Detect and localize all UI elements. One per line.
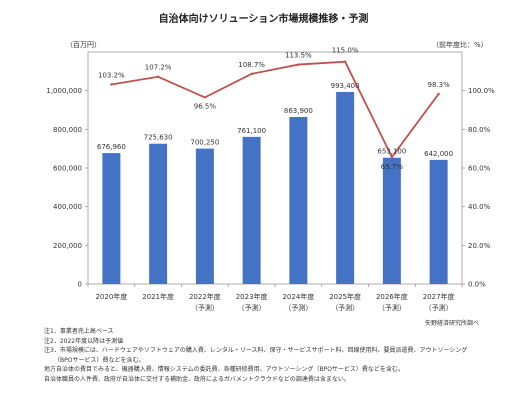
growth-point xyxy=(437,92,440,96)
growth-point xyxy=(110,83,113,86)
x-tick-label: 2027年度 xyxy=(423,292,455,301)
y-tick-label: 800,000 xyxy=(53,126,82,134)
line-value-label: 108.7% xyxy=(238,61,265,69)
x-tick-label: 2025年度 xyxy=(329,292,361,301)
bar xyxy=(195,148,214,284)
x-tick-label: 2021年度 xyxy=(142,292,174,301)
bar xyxy=(149,143,168,284)
growth-point xyxy=(343,60,347,63)
source-note: 矢野経済研究所調べ xyxy=(424,320,479,327)
growth-point xyxy=(203,96,207,99)
y-tick-label: 1,000,000 xyxy=(46,87,82,95)
line-value-label: 107.2% xyxy=(145,64,172,72)
note-3-cont: （BPOサービス）費などを含む。 xyxy=(54,356,145,364)
y2-tick-label: 60.0% xyxy=(468,165,491,173)
growth-line xyxy=(111,60,440,159)
y2-tick-label: 20.0% xyxy=(468,242,491,250)
growth-point xyxy=(250,72,253,76)
y2-tick-label: 40.0% xyxy=(468,203,491,211)
note-5: 自治体職員の人件費、政府が自治体に交付する補助金、政府によるガバメントクラウドな… xyxy=(44,375,350,383)
x-tick-sublabel: （予測） xyxy=(284,303,312,312)
bar-value-label: 761,100 xyxy=(237,127,266,135)
bar xyxy=(289,116,308,284)
x-tick-label: 2026年度 xyxy=(376,292,408,301)
y-unit-label: （百万円） xyxy=(66,41,101,49)
growth-point xyxy=(156,75,160,78)
line-value-label: 65.7% xyxy=(381,163,404,171)
line-value-label: 103.2% xyxy=(98,71,125,79)
line-value-label: 115.0% xyxy=(332,47,359,55)
y2-tick-label: 80.0% xyxy=(468,126,491,134)
y-tick-label: 600,000 xyxy=(53,165,82,173)
note-2: 注2．2022年度以降は予測値 xyxy=(44,337,124,345)
y-tick-label: 0 xyxy=(78,281,82,289)
x-tick-sublabel: （予測） xyxy=(331,303,359,312)
bar xyxy=(336,91,355,285)
bar-value-label: 863,900 xyxy=(284,107,313,115)
line-value-label: 98.3% xyxy=(428,81,451,89)
chart-title: 自治体向けソリューション市場規模推移・予測 xyxy=(158,14,369,25)
y2-tick-label: 0.0% xyxy=(468,281,486,289)
y2-tick-label: 100.0% xyxy=(468,87,495,95)
line-value-label: 96.5% xyxy=(194,102,217,110)
y2-unit-label: （前年度比：%） xyxy=(432,40,488,49)
x-tick-sublabel: （予測） xyxy=(238,303,266,312)
bar-value-label: 642,000 xyxy=(424,150,453,158)
x-tick-label: 2022年度 xyxy=(189,292,221,301)
bar-value-label: 676,960 xyxy=(97,143,126,151)
notes-block: 注1．事業者売上高ベース 注2．2022年度以降は予測値 注3．市場規模には、ハ… xyxy=(44,327,514,384)
bar xyxy=(242,136,261,284)
x-tick-sublabel: （予測） xyxy=(378,303,406,312)
bar-value-label: 725,630 xyxy=(144,134,173,142)
bar xyxy=(429,159,448,284)
bar xyxy=(102,153,121,284)
note-4: 地方自治体の費目でみると、機器購入費、情報システムの委託費、各種研修費用、アウト… xyxy=(44,366,404,373)
bar-value-label: 653,100 xyxy=(377,148,406,156)
x-tick-sublabel: （予測） xyxy=(191,303,219,312)
bar-value-label: 700,250 xyxy=(190,139,219,147)
note-1: 注1．事業者売上高ベース xyxy=(44,328,114,335)
x-tick-label: 2024年度 xyxy=(282,292,314,301)
y-tick-label: 400,000 xyxy=(53,203,82,211)
plot-frame xyxy=(87,51,463,285)
note-3: 注3．市場規模には、ハードウェアやソフトウェアの購入費、レンタル・リース料、保守… xyxy=(44,347,468,354)
y-tick-label: 200,000 xyxy=(53,242,82,250)
bar xyxy=(382,157,401,284)
x-tick-sublabel: （予測） xyxy=(425,303,453,312)
line-value-label: 113.5% xyxy=(285,52,312,60)
bar-value-label: 993,400 xyxy=(331,82,360,90)
x-tick-label: 2020年度 xyxy=(95,292,127,301)
growth-point xyxy=(297,63,300,66)
growth-point xyxy=(390,155,394,159)
x-tick-label: 2023年度 xyxy=(236,292,268,301)
